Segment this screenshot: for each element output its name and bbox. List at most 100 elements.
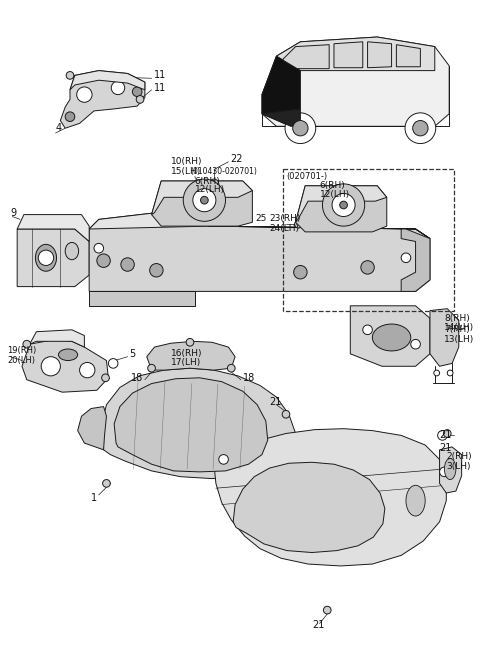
Text: 12(LH): 12(LH) [320, 190, 350, 199]
Circle shape [219, 454, 228, 464]
Polygon shape [17, 229, 89, 287]
Text: 22: 22 [230, 154, 243, 164]
Circle shape [65, 112, 75, 122]
Circle shape [323, 184, 365, 226]
Text: 9: 9 [11, 208, 17, 218]
Polygon shape [283, 45, 329, 69]
Circle shape [294, 265, 307, 279]
Circle shape [80, 363, 95, 378]
Polygon shape [262, 109, 300, 126]
Circle shape [183, 179, 226, 221]
Text: 25: 25 [255, 214, 266, 223]
Polygon shape [89, 291, 195, 305]
Circle shape [193, 188, 216, 212]
Circle shape [440, 467, 449, 476]
Text: 1: 1 [91, 493, 97, 503]
Text: 15(LH): 15(LH) [171, 167, 201, 176]
Ellipse shape [444, 458, 456, 480]
Polygon shape [296, 186, 387, 222]
Circle shape [295, 220, 302, 228]
Text: 19(RH): 19(RH) [8, 346, 37, 356]
Text: 8(RH): 8(RH) [444, 314, 470, 323]
Polygon shape [214, 429, 446, 566]
Polygon shape [78, 407, 107, 450]
Circle shape [228, 365, 235, 372]
Circle shape [324, 606, 331, 614]
Polygon shape [276, 37, 435, 71]
Polygon shape [89, 213, 430, 291]
Text: 14(LH): 14(LH) [444, 324, 475, 332]
Circle shape [285, 113, 316, 144]
Polygon shape [152, 181, 252, 226]
Polygon shape [60, 71, 145, 128]
Text: (010430-020701): (010430-020701) [190, 167, 257, 176]
Polygon shape [440, 447, 462, 493]
Polygon shape [152, 181, 252, 214]
Circle shape [77, 87, 92, 102]
Text: 21: 21 [312, 621, 324, 630]
Text: 18: 18 [243, 373, 255, 383]
Circle shape [94, 243, 104, 253]
Circle shape [405, 113, 436, 144]
Ellipse shape [65, 242, 79, 260]
Circle shape [363, 325, 372, 335]
Polygon shape [89, 213, 430, 239]
Circle shape [111, 81, 125, 95]
Ellipse shape [59, 349, 78, 361]
Text: 23(RH): 23(RH) [270, 214, 301, 223]
Text: 20(LH): 20(LH) [8, 356, 36, 365]
Polygon shape [334, 42, 363, 68]
Circle shape [413, 120, 428, 136]
Polygon shape [350, 306, 430, 367]
Polygon shape [262, 37, 449, 126]
Circle shape [102, 374, 109, 382]
Circle shape [132, 87, 142, 96]
Circle shape [103, 480, 110, 488]
Polygon shape [22, 339, 108, 392]
Polygon shape [30, 330, 84, 347]
Circle shape [332, 194, 355, 216]
Text: (020701-): (020701-) [286, 172, 327, 181]
Text: 7(RH): 7(RH) [444, 325, 470, 334]
Text: 5: 5 [130, 349, 136, 359]
Circle shape [38, 250, 54, 265]
Circle shape [108, 359, 118, 368]
Polygon shape [233, 462, 385, 552]
Text: 11: 11 [154, 70, 166, 81]
Ellipse shape [372, 324, 411, 351]
Circle shape [293, 120, 308, 136]
Circle shape [136, 96, 144, 103]
Polygon shape [430, 309, 459, 367]
Circle shape [447, 370, 453, 376]
Polygon shape [401, 229, 430, 291]
Circle shape [411, 339, 420, 349]
Text: 6(RH): 6(RH) [195, 177, 220, 185]
Text: 16(RH): 16(RH) [171, 349, 202, 358]
Circle shape [438, 430, 447, 440]
Circle shape [201, 196, 208, 204]
Circle shape [282, 410, 290, 418]
Circle shape [340, 201, 348, 209]
Ellipse shape [36, 244, 57, 271]
Text: 17(LH): 17(LH) [171, 358, 201, 367]
Circle shape [401, 253, 411, 263]
Text: 6(RH): 6(RH) [320, 181, 345, 190]
Text: 4: 4 [56, 124, 62, 133]
Polygon shape [114, 378, 268, 472]
Polygon shape [296, 186, 387, 232]
Circle shape [444, 430, 451, 437]
Polygon shape [147, 341, 235, 370]
Circle shape [209, 179, 219, 188]
Polygon shape [17, 214, 89, 242]
Polygon shape [368, 42, 392, 68]
Ellipse shape [406, 486, 425, 516]
Text: 24(LH): 24(LH) [270, 224, 300, 233]
Circle shape [434, 370, 440, 376]
Circle shape [150, 263, 163, 277]
Circle shape [66, 72, 74, 79]
Text: 13(LH): 13(LH) [444, 335, 475, 344]
Polygon shape [101, 368, 296, 478]
Circle shape [97, 254, 110, 267]
Text: 21: 21 [440, 443, 452, 453]
Circle shape [121, 258, 134, 271]
